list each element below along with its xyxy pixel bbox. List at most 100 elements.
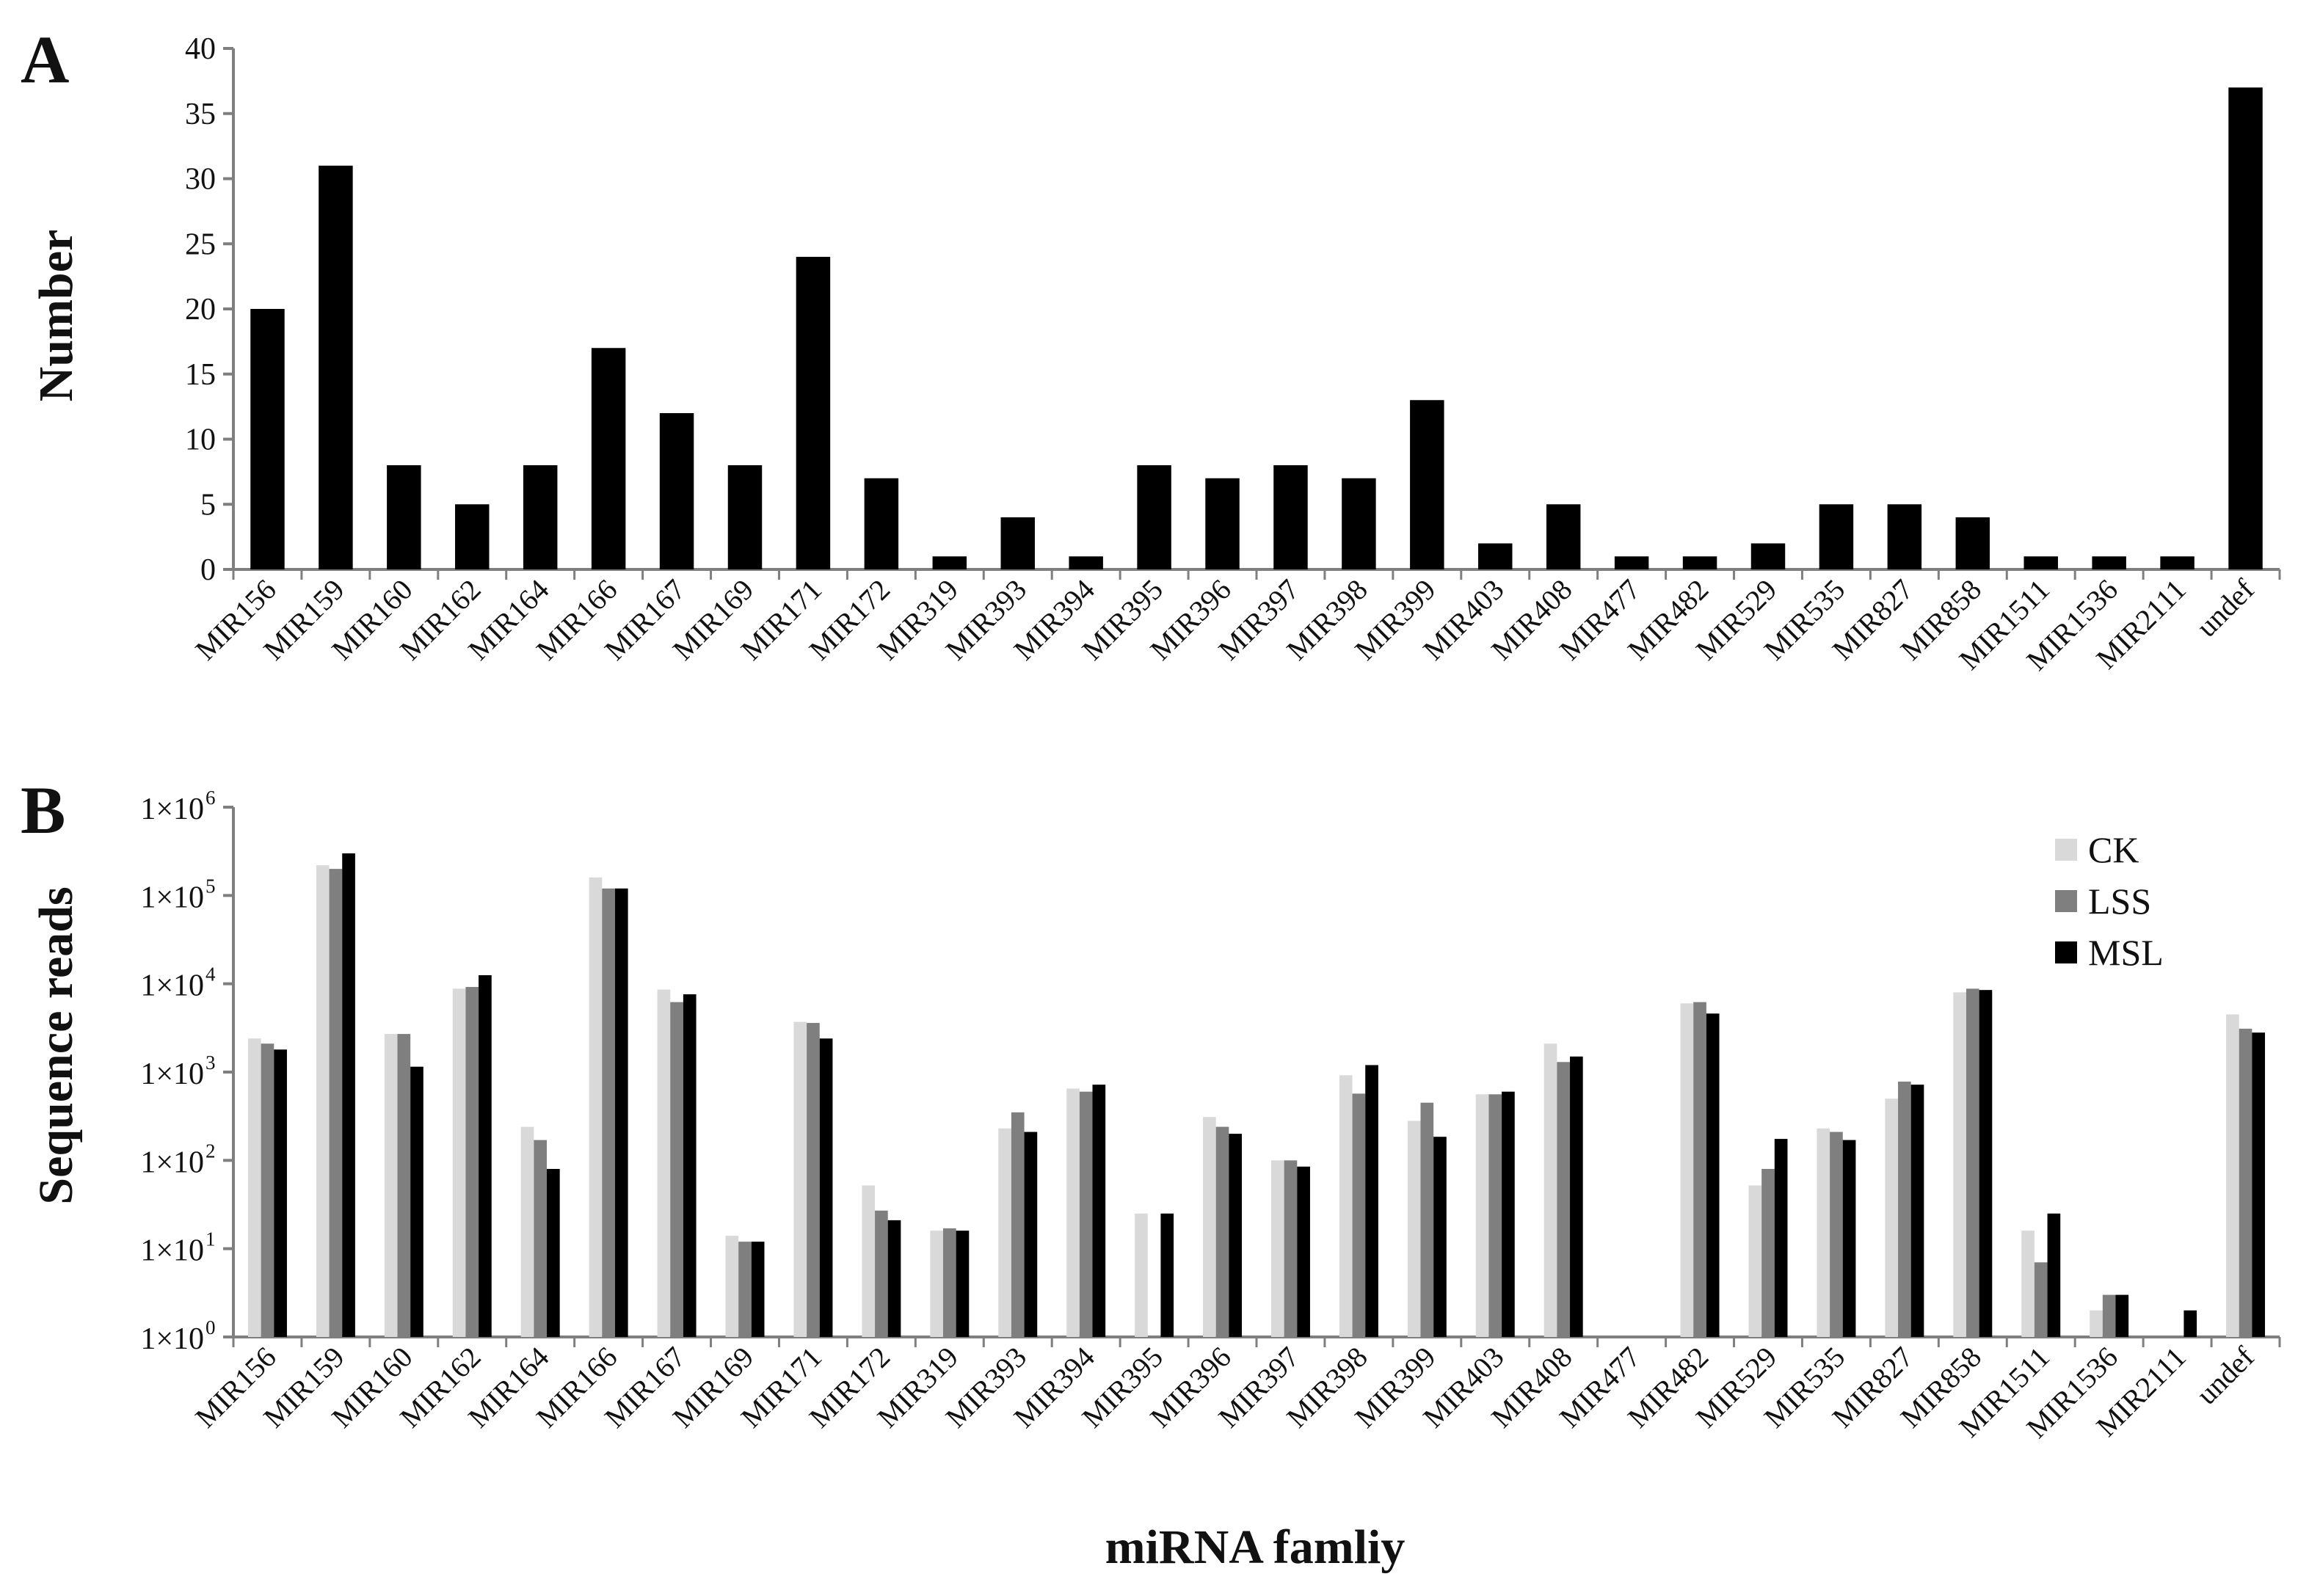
panel-a-bar-mir1511 <box>2023 556 2058 569</box>
panel-b-bar-lss-mir535 <box>1830 1132 1843 1337</box>
panel-a-y-tick-label: 0 <box>200 553 216 587</box>
panel-a-bar-mir394 <box>1069 556 1103 569</box>
panel-b-y-tick-label: 1×10 <box>140 792 204 826</box>
panel-b-y-axis-label: Sequence reads <box>29 886 83 1204</box>
legend-swatch-ck <box>2055 839 2077 861</box>
panel-a-bar-mir408 <box>1546 504 1581 569</box>
panel-b-bar-ck-mir162 <box>452 988 466 1337</box>
panel-b-bar-ck-mir160 <box>384 1034 398 1337</box>
panel-a-y-tick-label: 15 <box>185 358 216 392</box>
legend-label-lss: LSS <box>2088 881 2151 922</box>
panel-b-bar-ck-mir482 <box>1680 1003 1694 1337</box>
panel-b-bar-msl-mir395 <box>1160 1213 1174 1337</box>
panel-a-bar-mir169 <box>727 465 763 569</box>
panel-a-bar-undef <box>2228 87 2263 569</box>
panel-b-bar-msl-mir408 <box>1570 1056 1583 1337</box>
panel-b-bar-ck-mir393 <box>998 1128 1011 1337</box>
panel-b-y-tick-exponent: 1 <box>206 1228 216 1250</box>
panel-b-bar-ck-mir172 <box>862 1185 876 1337</box>
panel-b-bar-lss-mir1511 <box>2034 1262 2048 1337</box>
panel-a-bar-mir827 <box>1887 504 1922 569</box>
panel-a-bar-mir319 <box>932 556 967 569</box>
panel-b-bar-lss-mir399 <box>1420 1102 1434 1337</box>
panel-b-bar-lss-mir160 <box>397 1034 411 1337</box>
panel-b-bar-msl-mir394 <box>1092 1085 1106 1337</box>
panel-b-bar-ck-mir167 <box>657 989 671 1337</box>
panel-a-bar-mir167 <box>659 413 694 569</box>
panel-b-bar-lss-mir167 <box>670 1002 683 1337</box>
panel-a-bar-mir1536 <box>2092 556 2126 569</box>
panel-b-bar-msl-mir396 <box>1229 1134 1243 1337</box>
panel-b-bar-ck-mir397 <box>1270 1160 1284 1337</box>
panel-a-bar-mir171 <box>796 257 831 569</box>
panel-b-bar-lss-mir827 <box>1898 1081 1911 1337</box>
panel-a-bar-mir535 <box>1819 504 1854 569</box>
panel-b-bar-msl-mir166 <box>614 888 628 1337</box>
panel-b-y-tick-label: 1×10 <box>140 1322 204 1356</box>
panel-b-bar-msl-mir164 <box>547 1168 560 1337</box>
panel-a-y-tick-label: 10 <box>185 423 216 457</box>
panel-b-bar-ck-mir164 <box>520 1126 534 1337</box>
panel-b-bar-lss-mir166 <box>602 888 615 1337</box>
panel-b-bar-msl-mir169 <box>751 1242 765 1337</box>
panel-a-y-axis-label: Number <box>29 230 83 402</box>
panel-b-bar-ck-undef <box>2226 1014 2239 1337</box>
panel-a-bar-mir2111 <box>2160 556 2195 569</box>
panel-b-y-tick-label: 1×10 <box>140 1145 204 1179</box>
panel-b-bar-ck-mir858 <box>1953 992 1966 1337</box>
panel-b-bar-ck-mir399 <box>1407 1121 1421 1337</box>
panel-b-bar-msl-mir1511 <box>2047 1213 2061 1337</box>
panel-a-y-tick-label: 40 <box>185 32 216 66</box>
panel-b-bar-msl-mir167 <box>683 994 697 1337</box>
panel-b-bar-msl-mir393 <box>1024 1132 1038 1337</box>
panel-b-bar-lss-mir858 <box>1966 988 1979 1337</box>
panel-a-bar-mir858 <box>1955 517 1990 569</box>
panel-b-bar-lss-mir1536 <box>2102 1294 2116 1337</box>
panel-a-bar-mir395 <box>1137 465 1171 569</box>
panel-b-bar-msl-mir397 <box>1297 1166 1310 1337</box>
panel-a-y-tick-label: 30 <box>185 163 216 197</box>
panel-a-bar-mir482 <box>1682 556 1717 569</box>
panel-b-bar-ck-mir408 <box>1543 1043 1557 1337</box>
legend-swatch-lss <box>2055 890 2077 912</box>
panel-a-bar-mir172 <box>864 478 899 569</box>
panel-b-y-tick-exponent: 0 <box>206 1316 216 1338</box>
panel-b-y-tick-exponent: 5 <box>206 875 216 897</box>
panel-b-bar-msl-mir156 <box>274 1049 287 1337</box>
panel-b-bar-lss-mir408 <box>1557 1062 1571 1337</box>
panel-a-letter: A <box>21 22 69 97</box>
panel-b-bar-ck-mir171 <box>793 1021 807 1337</box>
panel-b-bar-lss-mir396 <box>1215 1126 1229 1337</box>
panel-a-bar-mir160 <box>387 465 421 569</box>
panel-a-category-label: undef <box>2190 572 2261 644</box>
panel-b-chart: 1×10 01×10 11×10 21×10 31×10 41×10 51×10 6MIR15… <box>140 787 2281 1444</box>
panel-b-bar-lss-mir319 <box>942 1228 956 1337</box>
panel-b-x-axis-title: miRNA famliy <box>1105 1520 1406 1574</box>
panel-b-bar-ck-mir169 <box>725 1236 739 1337</box>
panel-b-bar-msl-mir403 <box>1502 1091 1515 1337</box>
panel-b-bar-ck-mir403 <box>1475 1094 1489 1337</box>
panel-b-bar-lss-mir398 <box>1352 1093 1366 1337</box>
legend-label-msl: MSL <box>2088 932 2164 973</box>
panel-a-chart: 0510152025303540MIR156MIR159MIR160MIR162… <box>185 32 2281 677</box>
panel-b-bar-msl-mir535 <box>1842 1140 1856 1337</box>
panel-b-bar-msl-mir399 <box>1433 1137 1447 1337</box>
panel-b-bar-msl-mir162 <box>479 975 492 1337</box>
panel-b-y-tick-exponent: 2 <box>206 1140 216 1162</box>
panel-a-y-tick-label: 35 <box>185 98 216 131</box>
panel-b-y-tick-label: 1×10 <box>140 881 204 914</box>
panel-a-bar-mir398 <box>1342 478 1376 569</box>
panel-b-bar-msl-mir172 <box>887 1220 901 1337</box>
panel-b-bar-ck-mir319 <box>930 1231 943 1337</box>
panel-b-bar-lss-mir159 <box>329 869 343 1337</box>
panel-a-y-tick-label: 5 <box>200 488 216 522</box>
legend: CK LSS MSL <box>2055 829 2164 973</box>
panel-b-bar-msl-undef <box>2252 1032 2266 1337</box>
panel-b-bar-msl-mir827 <box>1910 1085 1924 1337</box>
legend-label-ck: CK <box>2088 829 2139 870</box>
panel-b-bar-msl-mir160 <box>410 1066 423 1337</box>
panel-b-bar-ck-mir827 <box>1885 1098 1899 1337</box>
panel-b-bar-lss-mir172 <box>875 1210 888 1337</box>
panel-b-y-tick-exponent: 6 <box>206 787 216 809</box>
panel-b-y-tick-label: 1×10 <box>140 1234 204 1268</box>
